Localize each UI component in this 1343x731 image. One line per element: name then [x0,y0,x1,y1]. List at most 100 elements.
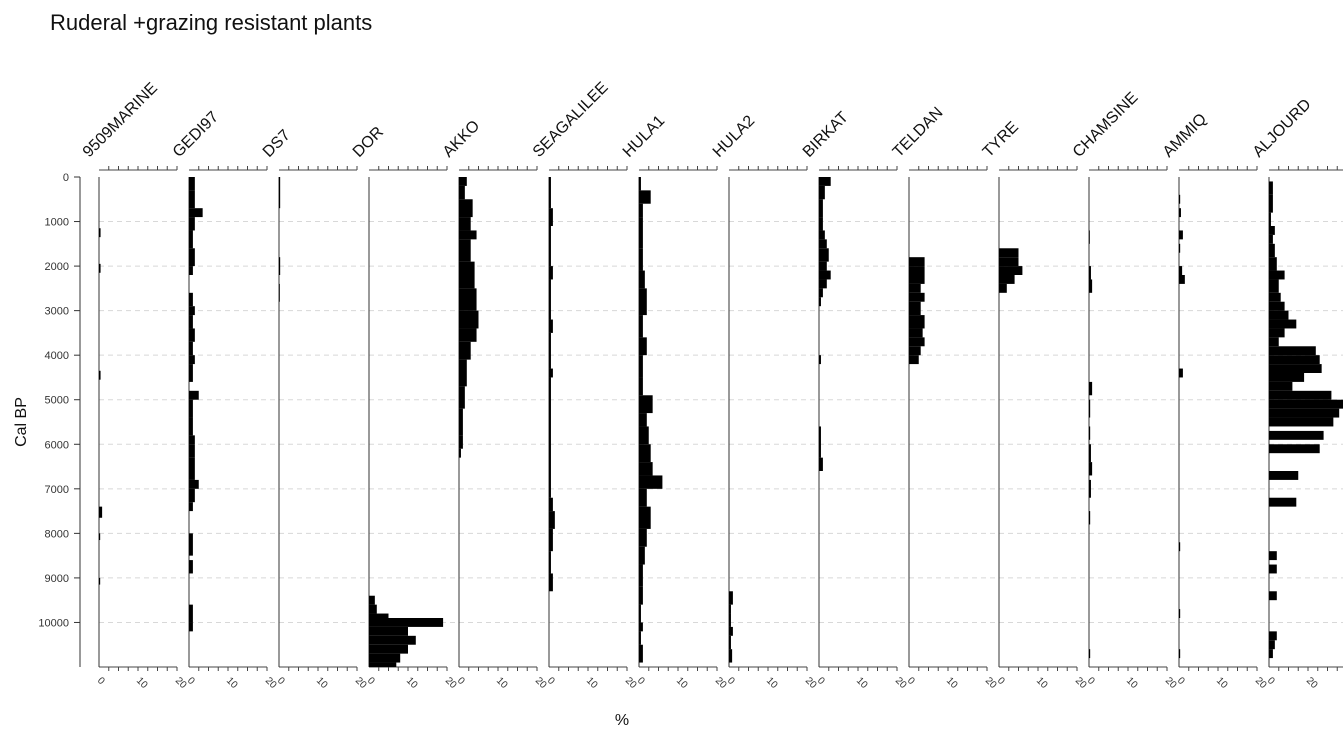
site-label: CHAMSINE [1070,89,1142,161]
bar [549,368,553,378]
bar [279,177,281,209]
bar [189,560,193,574]
x-tick-label: 0 [1085,675,1097,687]
bar [729,591,733,605]
bar [189,208,203,218]
bar [1269,279,1279,293]
bar [1089,462,1093,476]
bar [729,626,733,636]
bar [1089,479,1091,498]
bar [189,190,195,209]
bar [999,248,1019,258]
x-tick-label: 10 [764,675,780,691]
y-tick-label: 8000 [45,528,69,540]
bar [819,217,823,231]
bar [189,292,193,307]
bar [1089,444,1091,463]
site-label: HULA1 [620,112,669,161]
bar [1269,640,1275,650]
bar [1179,266,1183,275]
bar [1269,270,1285,280]
x-tick-label: 10 [404,675,420,691]
bar [639,462,653,476]
chart-title: Ruderal +grazing resistant plants [50,10,373,35]
bar [459,217,471,231]
bar [1269,417,1334,427]
bar [189,306,195,316]
bar [909,315,925,329]
bar [819,239,827,249]
site-label: ALJOURD [1250,96,1315,161]
bar [369,662,397,667]
bar [549,511,555,529]
bar [729,635,731,650]
bar [819,177,831,186]
bar [909,301,921,316]
bar [1269,381,1293,391]
y-tick-label: 7000 [45,484,69,496]
bar [189,390,199,400]
y-tick-label: 1000 [45,217,69,229]
bar [189,444,195,458]
bar [189,217,195,231]
site-label: AMMIQ [1160,110,1210,160]
bar [369,618,444,627]
bar [639,546,645,565]
x-tick-label: 10 [944,675,960,691]
x-tick-label: 10 [674,675,690,691]
bar [549,279,551,320]
bar [909,266,925,284]
bar [909,328,923,338]
bar [549,377,551,422]
bar [189,328,195,342]
x-tick-label: 10 [584,675,600,691]
bar [189,248,195,267]
bar [909,355,919,365]
site-label: GEDI97 [170,108,222,160]
bar [459,408,463,436]
bar [1269,243,1275,258]
bar [189,177,195,191]
bar [189,435,195,445]
bar [189,622,193,632]
bar [459,373,467,387]
x-tick-label: 0 [635,675,647,687]
bar [819,457,823,471]
bar [189,502,193,512]
bar [729,604,731,614]
bar [639,177,641,191]
site-label: TYRE [980,119,1022,161]
bar [819,270,831,280]
bar [819,297,821,307]
bar [1269,373,1305,382]
bar [1179,609,1181,618]
x-tick-label: 0 [545,675,557,687]
bar [549,551,551,574]
bar [729,613,731,627]
bar [1269,649,1273,659]
bar [819,355,821,365]
bar [549,208,553,226]
y-tick-label: 10000 [38,617,69,629]
bar [1269,257,1277,271]
y-tick-label: 6000 [45,439,69,451]
bar [639,426,649,445]
bar [459,177,467,186]
bar [549,528,553,552]
bar [549,319,553,333]
bar [639,190,651,204]
bar [459,239,471,262]
bar [1269,337,1279,347]
bar [1269,364,1322,373]
x-tick-label: 10 [1124,675,1140,691]
y-tick-label: 5000 [45,395,69,407]
bar [549,332,551,369]
site-label: DS7 [260,127,294,161]
bar [1269,591,1277,601]
bar [1089,399,1091,418]
